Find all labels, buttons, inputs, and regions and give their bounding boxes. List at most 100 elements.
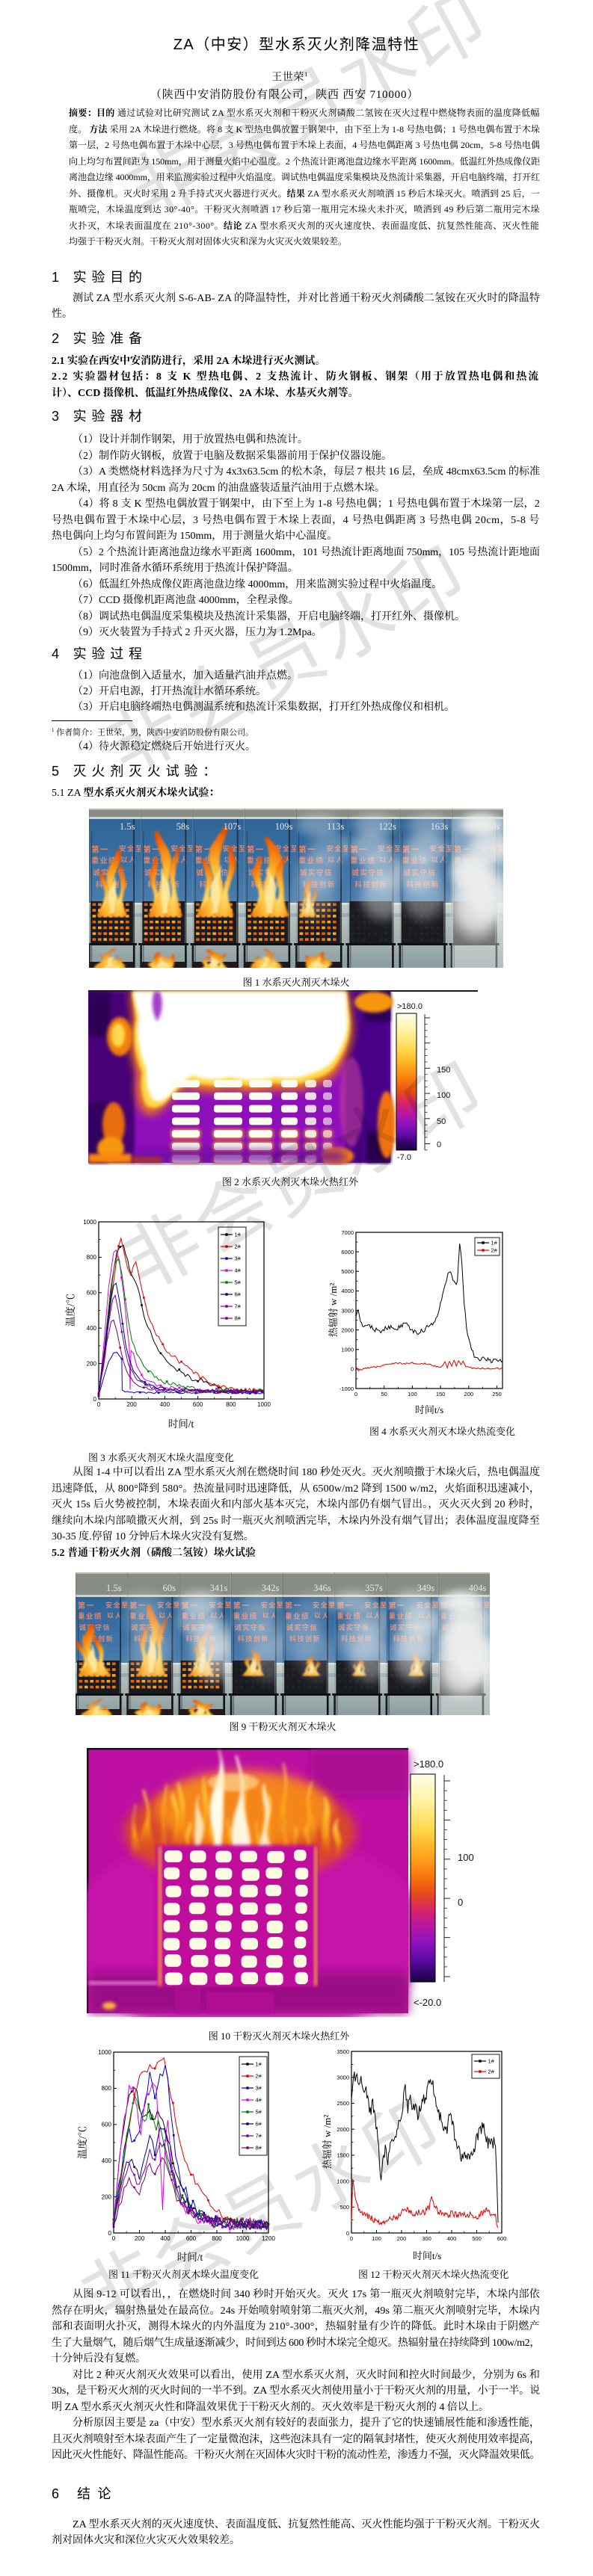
svg-text:2500: 2500 bbox=[337, 2100, 349, 2107]
svg-text:1000: 1000 bbox=[257, 1401, 271, 1408]
svg-text:重业绩: 重业绩 bbox=[78, 1610, 102, 1621]
svg-text:2000: 2000 bbox=[341, 1326, 354, 1333]
svg-text:50: 50 bbox=[381, 1391, 387, 1397]
svg-text:163s: 163s bbox=[431, 821, 449, 832]
svg-text:0: 0 bbox=[354, 1391, 357, 1397]
svg-text:109s: 109s bbox=[275, 821, 293, 832]
svg-text:346s: 346s bbox=[313, 1583, 331, 1593]
svg-text:以人: 以人 bbox=[120, 854, 137, 865]
svg-text:1000: 1000 bbox=[236, 2235, 250, 2242]
svg-text:6000: 6000 bbox=[341, 1249, 354, 1255]
svg-text:诚实守信: 诚实守信 bbox=[79, 1622, 111, 1632]
svg-text:0: 0 bbox=[350, 2235, 353, 2242]
svg-text:800: 800 bbox=[87, 1254, 97, 1261]
svg-text:0: 0 bbox=[351, 1366, 354, 1373]
svg-text:热辐射 w /m²: 热辐射 w /m² bbox=[322, 2115, 333, 2169]
svg-text:600: 600 bbox=[186, 2235, 197, 2242]
svg-text:100: 100 bbox=[437, 1091, 450, 1100]
svg-text:重业绩: 重业绩 bbox=[91, 854, 117, 865]
svg-text:0: 0 bbox=[93, 1396, 97, 1403]
svg-text:150: 150 bbox=[437, 1066, 450, 1075]
svg-text:600: 600 bbox=[102, 2122, 112, 2128]
svg-text:第一: 第一 bbox=[91, 844, 109, 855]
svg-text:第一: 第一 bbox=[78, 1599, 95, 1610]
svg-text:安全至: 安全至 bbox=[274, 843, 299, 853]
svg-text:100: 100 bbox=[372, 2235, 381, 2242]
svg-text:安全至: 安全至 bbox=[119, 843, 144, 853]
svg-text:349s: 349s bbox=[417, 1583, 435, 1593]
svg-text:150: 150 bbox=[436, 1391, 446, 1397]
svg-text:1000: 1000 bbox=[98, 2049, 111, 2056]
svg-text:2#: 2# bbox=[256, 2073, 262, 2080]
svg-text:时间/t: 时间/t bbox=[177, 2252, 203, 2263]
svg-text:6#: 6# bbox=[256, 2121, 262, 2128]
svg-text:300: 300 bbox=[422, 2235, 431, 2242]
svg-text:4000: 4000 bbox=[341, 1288, 354, 1294]
svg-text:7#: 7# bbox=[235, 1303, 242, 1310]
svg-text:0: 0 bbox=[108, 2230, 112, 2237]
svg-text:400: 400 bbox=[87, 1325, 97, 1332]
svg-text:0: 0 bbox=[458, 1897, 463, 1908]
svg-text:8#: 8# bbox=[256, 2145, 262, 2152]
svg-text:1000: 1000 bbox=[337, 2178, 349, 2184]
svg-text:1000: 1000 bbox=[83, 1219, 96, 1226]
svg-text:-7.0: -7.0 bbox=[397, 1153, 411, 1162]
svg-text:1200: 1200 bbox=[262, 2235, 275, 2242]
svg-text:温度/℃: 温度/℃ bbox=[76, 2126, 88, 2159]
svg-text:113s: 113s bbox=[327, 821, 344, 832]
svg-text:600: 600 bbox=[193, 1401, 203, 1408]
svg-text:4#: 4# bbox=[256, 2097, 262, 2104]
svg-text:3500: 3500 bbox=[337, 2048, 349, 2055]
svg-text:时间/t: 时间/t bbox=[168, 1418, 194, 1430]
svg-text:800: 800 bbox=[102, 2085, 112, 2092]
svg-text:200: 200 bbox=[135, 2235, 145, 2242]
svg-text:800: 800 bbox=[212, 2235, 222, 2242]
svg-text:0: 0 bbox=[437, 1140, 441, 1149]
svg-text:第一: 第一 bbox=[143, 844, 161, 855]
svg-text:安全至: 安全至 bbox=[223, 843, 248, 853]
svg-text:58s: 58s bbox=[176, 821, 190, 832]
svg-text:<-20.0: <-20.0 bbox=[414, 1997, 441, 2008]
svg-text:5#: 5# bbox=[235, 1279, 242, 1286]
svg-text:200: 200 bbox=[397, 2235, 407, 2242]
svg-text:2#: 2# bbox=[488, 2069, 495, 2075]
svg-text:1.5s: 1.5s bbox=[120, 821, 135, 832]
svg-text:600: 600 bbox=[497, 2235, 507, 2242]
svg-text:250: 250 bbox=[492, 1391, 502, 1397]
svg-text:第一: 第一 bbox=[247, 844, 265, 855]
svg-text:安全至: 安全至 bbox=[170, 843, 195, 853]
svg-text:3000: 3000 bbox=[341, 1307, 354, 1314]
svg-text:1#: 1# bbox=[491, 1240, 498, 1247]
svg-text:5000: 5000 bbox=[341, 1268, 354, 1275]
svg-text:温度/℃: 温度/℃ bbox=[64, 1294, 76, 1326]
svg-text:400: 400 bbox=[447, 2235, 457, 2242]
svg-text:400: 400 bbox=[102, 2158, 112, 2164]
svg-text:400: 400 bbox=[160, 2235, 170, 2242]
svg-text:200: 200 bbox=[127, 1401, 138, 1408]
svg-text:200: 200 bbox=[87, 1360, 97, 1367]
svg-text:1.5s: 1.5s bbox=[106, 1583, 122, 1593]
svg-text:热辐射 w /m²: 热辐射 w /m² bbox=[328, 1283, 339, 1338]
svg-text:1000: 1000 bbox=[341, 1347, 354, 1353]
svg-text:404s: 404s bbox=[469, 1583, 487, 1593]
svg-text:1#: 1# bbox=[235, 1232, 242, 1238]
svg-text:60s: 60s bbox=[163, 1583, 176, 1593]
svg-text:7#: 7# bbox=[256, 2133, 262, 2140]
svg-text:100: 100 bbox=[458, 1852, 474, 1863]
svg-text:以人: 以人 bbox=[107, 1610, 123, 1620]
svg-text:0: 0 bbox=[112, 2235, 116, 2242]
svg-text:220s: 220s bbox=[482, 821, 500, 832]
svg-text:500: 500 bbox=[339, 2204, 349, 2211]
svg-text:500: 500 bbox=[472, 2235, 482, 2242]
svg-text:第一: 第一 bbox=[195, 844, 213, 855]
svg-text:400: 400 bbox=[160, 1401, 170, 1408]
svg-text:122s: 122s bbox=[378, 821, 396, 832]
svg-text:3000: 3000 bbox=[337, 2075, 349, 2081]
svg-text:-1000: -1000 bbox=[339, 1386, 354, 1392]
svg-text:107s: 107s bbox=[224, 821, 242, 832]
svg-text:8#: 8# bbox=[235, 1315, 242, 1322]
svg-text:2#: 2# bbox=[235, 1244, 242, 1250]
svg-text:357s: 357s bbox=[365, 1583, 383, 1593]
svg-text:7000: 7000 bbox=[341, 1229, 354, 1236]
svg-text:时间t/s: 时间t/s bbox=[415, 1404, 443, 1415]
